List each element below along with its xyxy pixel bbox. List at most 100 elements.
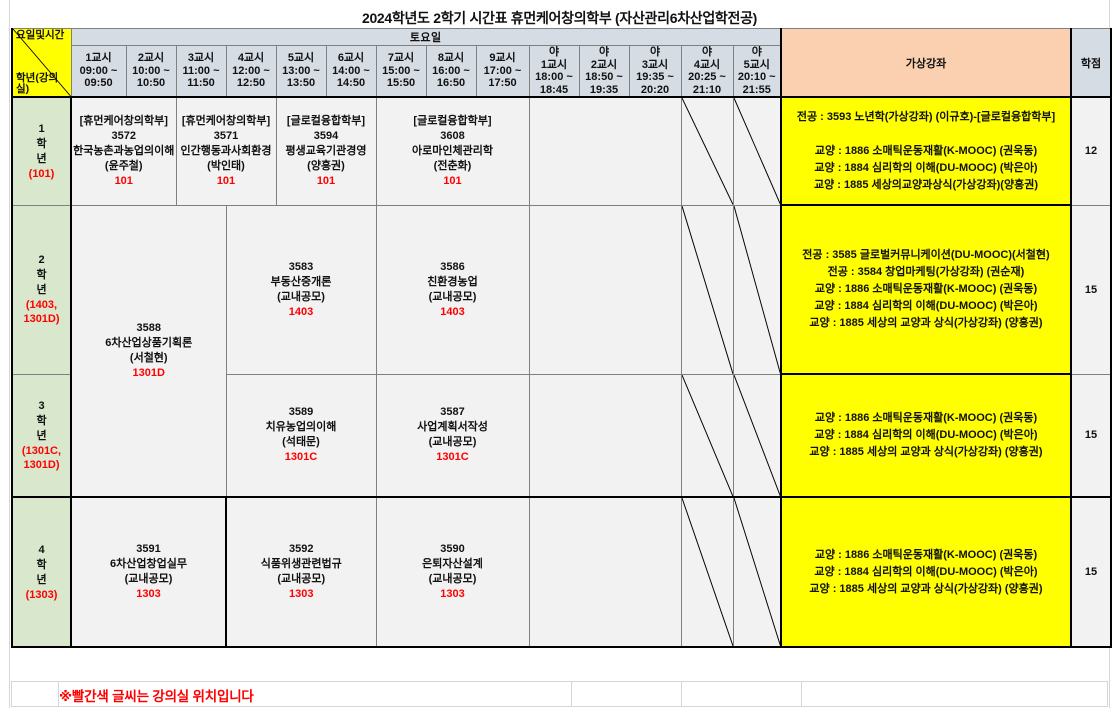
course-cell[interactable]: 3583 부동산중개론 (교내공모) 1403 [225,204,377,375]
strike-diagonal-icon [734,499,780,645]
year-cell-3: 3 학 년 (1301C, 1301D) [11,373,72,498]
period-name: 4교시 [693,58,721,71]
course-code: 3589 [288,406,314,419]
virtual-lecture-line: 전공 : 3584 창업마케팅(가상강좌) (권순재) [827,266,1025,278]
period-end: 14:50 [336,77,366,90]
empty-evening-cell[interactable] [528,96,682,206]
course-cell[interactable]: [글로컬융합학부] 3594 평생교육기관경영 (양흥권) 101 [275,96,377,206]
course-cell-spanning[interactable]: 3588 6차산업상품기획론 (서철현) 1301D [70,204,227,498]
period-header-3: 3교시 11:00 ~ 11:50 [175,45,227,98]
course-cell[interactable]: [휴먼케어창의학부] 3571 인간행동과사회환경 (박인태) 101 [175,96,277,206]
period-start: 11:00 [182,64,211,77]
virtual-lecture-cell[interactable]: 교양 : 1886 소매틱운동재활(K-MOOC) (권욱동) 교양 : 188… [780,373,1072,498]
empty-diagonal-cell[interactable] [680,496,734,648]
period-end: 13:50 [286,77,316,90]
period-end: 18:45 [539,83,569,96]
course-cell[interactable]: 3586 친환경농업 (교내공모) 1403 [375,204,530,375]
period-start: 14:00 [332,64,361,77]
empty-evening-cell[interactable] [528,373,682,498]
strike-diagonal-icon [682,375,732,496]
empty-diagonal-cell[interactable] [680,96,734,206]
period-start: 19:35 [636,71,665,83]
year-char-hak: 학 [36,137,47,150]
course-cell[interactable]: 3587 사업계획서작성 (교내공모) 1301C [375,373,530,498]
course-cell[interactable]: 3590 은퇴자산설계 (교내공모) 1303 [375,496,530,648]
virtual-lecture-line: 교양 : 1885 세상의 교양과 상식(가상강좌) (양흥권) [809,317,1043,329]
virtual-lecture-line: 교양 : 1884 심리학의 이해(DU-MOOC) (박은아) [814,161,1038,174]
evening-prefix: 야 [751,46,762,58]
course-cell[interactable]: [글로컬융합학부] 3608 아로마인체관리학 (전춘화) 101 [375,96,530,206]
course-cell[interactable]: 3591 6차산업창업실무 (교내공모) 1303 [70,496,227,648]
period-header-4: 4교시 12:00 ~ 12:50 [225,45,277,98]
virtual-lecture-line: 교양 : 1886 소매틱운동재활(K-MOOC) (권욱동) [814,144,1038,157]
empty-diagonal-cell[interactable] [732,496,782,648]
virtual-lecture-cell[interactable]: 전공 : 3593 노년학(가상강좌) (이규호)-[글로컬융합학부] 교양 :… [780,96,1072,206]
empty-evening-cell[interactable] [528,204,682,375]
course-name: 부동산중개론 [270,275,332,288]
period-name: 9교시 [489,52,516,65]
year-rooms: (1301C, [21,444,62,457]
period-header-1: 1교시 09:00 ~ 09:50 [70,45,127,98]
page-title: 2024학년도 2학기 시간표 휴먼케어창의학부 (자산관리6차산업학전공) [10,8,1109,28]
period-start: 18:50 [585,71,614,83]
virtual-lecture-line: 전공 : 3593 노년학(가상강좌) (이규호)-[글로컬융합학부] [796,110,1056,123]
course-location: 1303 [289,588,314,600]
year-rooms: (1403, [25,299,58,311]
period-end: 20:20 [640,83,670,96]
period-start: 16:00 [432,64,461,77]
empty-diagonal-cell[interactable] [732,96,782,206]
course-professor: (교내공모) [124,573,173,585]
evening-prefix: 야 [649,46,661,58]
period-end: 10:50 [136,77,166,90]
course-location: 101 [216,174,236,187]
credit-header: 학점 [1070,28,1112,98]
year-number: 4 [38,543,45,556]
period-name: 8교시 [437,52,465,65]
course-dept: [글로컬융합학부] [286,114,366,127]
empty-diagonal-cell[interactable] [732,373,782,498]
course-location: 1301C [436,451,469,464]
course-dept: [글로컬융합학부] [413,114,492,127]
credit-cell: 15 [1070,496,1112,648]
period-tilde: ~ [667,71,674,83]
period-name: 2교시 [590,58,618,71]
course-location: 101 [443,174,462,187]
course-cell[interactable]: [휴먼케어창의학부] 3572 한국농촌과농업의이해 (윤주철) 101 [70,96,177,206]
virtual-lecture-cell[interactable]: 전공 : 3585 글로벌커뮤니케이션(DU-MOOC)(서철현) 전공 : 3… [780,204,1072,375]
period-tilde: ~ [514,64,522,77]
evening-prefix: 야 [548,46,560,58]
strike-diagonal-icon [682,206,732,373]
course-location: 1303 [440,588,465,600]
year-char-nyeon: 년 [36,429,47,442]
period-name: 3교시 [187,52,215,65]
year-rooms: (1303) [25,588,58,601]
period-tilde: ~ [213,64,220,77]
course-professor: (석태문) [282,436,320,449]
strike-diagonal-icon [734,206,780,373]
course-location: 1301D [132,366,165,379]
virtual-lecture-cell[interactable]: 교양 : 1886 소매틱운동재활(K-MOOC) (권욱동) 교양 : 188… [780,496,1072,648]
empty-evening-cell[interactable] [528,496,682,648]
virtual-lecture-line: 교양 : 1885 세상의교양과상식(가상강좌)(양흥권) [814,178,1038,191]
course-dept: [휴먼케어창의학부] [181,114,271,127]
empty-diagonal-cell[interactable] [732,204,782,375]
strike-diagonal-icon [734,375,780,496]
period-header-9: 9교시 17:00 ~ 17:50 [475,45,530,98]
strike-diagonal-icon [682,499,732,645]
evening-period-header-1: 야 1교시 18:00 ~ 18:45 [528,45,580,98]
virtual-lecture-line: 교양 : 1886 소매틱운동재활(K-MOOC) (권욱동) [814,412,1038,424]
period-header-7: 7교시 15:00 ~ 15:50 [375,45,427,98]
course-professor: (서철현) [129,351,168,364]
course-code: 3571 [213,129,239,142]
footer-row: ※빨간색 글씨는 강의실 위치입니다 [11,681,1108,707]
period-tilde: ~ [616,71,623,83]
period-end: 19:35 [589,83,619,96]
footer-cell-mid2 [682,682,802,706]
period-end: 12:50 [236,77,266,90]
empty-diagonal-cell[interactable] [680,373,734,498]
course-cell[interactable]: 3589 치유농업의이해 (석태문) 1301C [225,373,377,498]
year-cell-1: 1 학 년 (101) [11,96,72,206]
evening-period-header-4: 야 4교시 20:25 ~ 21:10 [680,45,734,98]
empty-diagonal-cell[interactable] [680,204,734,375]
course-cell[interactable]: 3592 식품위생관련법규 (교내공모) 1303 [225,496,377,648]
